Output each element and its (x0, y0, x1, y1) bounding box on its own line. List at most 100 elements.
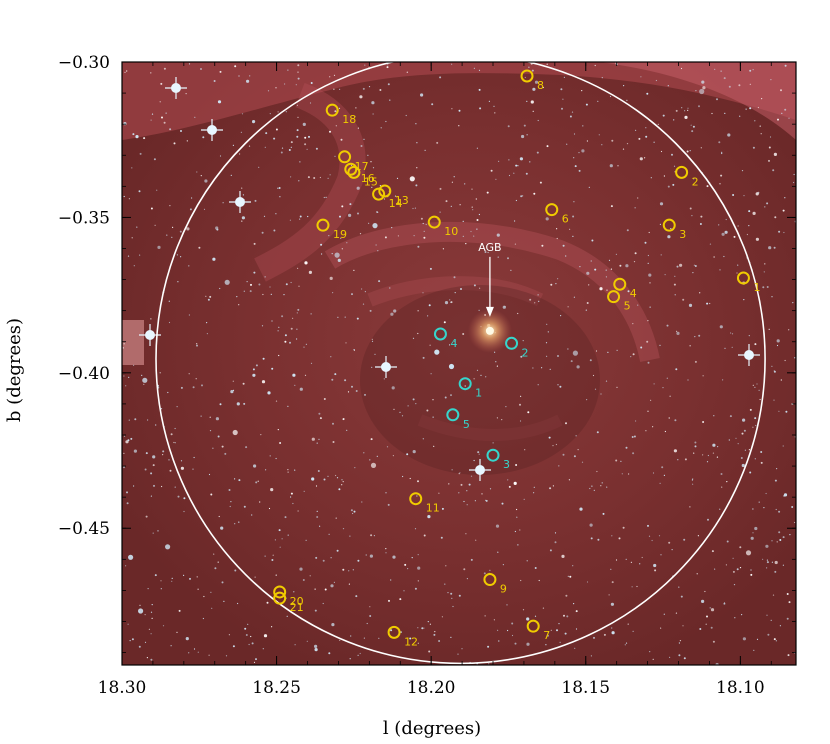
yellow-label: 13 (395, 194, 409, 207)
y-tick-label: −0.35 (58, 208, 110, 228)
yellow-label: 6 (562, 213, 569, 226)
bright-star (469, 459, 491, 481)
plot-frame (121, 61, 797, 666)
yellow-source-15: 15 (347, 165, 378, 188)
yellow-label: 3 (679, 228, 686, 241)
yellow-source-3: 3 (662, 218, 686, 241)
yellow-marker (409, 492, 423, 506)
field-circle-outline (155, 62, 766, 665)
nebula-image (122, 62, 796, 665)
yellow-source-2: 2 (675, 165, 699, 188)
x-axis: 18.30 18.25 18.20 18.15 18.10 (98, 62, 772, 698)
cyan-marker (433, 327, 447, 341)
yellow-source-21: 21 (273, 591, 304, 614)
yellow-marker (520, 69, 534, 83)
yellow-source-11: 11 (409, 492, 440, 515)
agb-star (467, 308, 512, 353)
yellow-source-5: 5 (607, 290, 631, 313)
yellow-source-19: 19 (316, 218, 347, 241)
cyan-marker (486, 448, 500, 462)
yellow-source-8: 8 (520, 69, 544, 92)
yellow-marker (347, 165, 361, 179)
x-tick-label: 18.30 (98, 678, 147, 698)
bright-star (201, 119, 223, 141)
yellow-source-18: 18 (325, 103, 356, 126)
yellow-label: 21 (290, 601, 304, 614)
y-axis: −0.30 −0.35 −0.40 −0.45 (58, 53, 796, 653)
yellow-marker (338, 150, 352, 164)
yellow-label: 9 (500, 583, 507, 596)
y-tick-label: −0.30 (58, 53, 110, 73)
yellow-label: 4 (630, 287, 637, 300)
cyan-marker (458, 377, 472, 391)
yellow-marker (325, 103, 339, 117)
yellow-source-4: 4 (613, 277, 637, 300)
yellow-marker (675, 165, 689, 179)
yellow-marker (662, 218, 676, 232)
yellow-marker (344, 162, 358, 176)
yellow-label: 18 (342, 113, 356, 126)
yellow-marker (483, 573, 497, 587)
yellow-marker (427, 215, 441, 229)
yellow-source-16: 16 (344, 162, 375, 185)
cyan-source-markers: 1 2 3 4 5 (433, 327, 529, 471)
yellow-source-17: 17 (338, 150, 369, 173)
yellow-label: 17 (355, 160, 369, 173)
cyan-source-3: 3 (486, 448, 510, 471)
cyan-label: 4 (450, 337, 457, 350)
field-circle (155, 62, 766, 665)
yellow-marker (545, 203, 559, 217)
cyan-source-1: 1 (458, 377, 482, 400)
yellow-marker (607, 290, 621, 304)
y-tick-label: −0.45 (58, 519, 110, 539)
yellow-label: 1 (753, 281, 760, 294)
y-tick-label: −0.40 (58, 364, 110, 384)
bright-star (738, 344, 760, 366)
agb-arrow-head (485, 306, 494, 317)
yellow-label: 12 (404, 635, 418, 648)
yellow-label: 7 (543, 629, 550, 642)
cyan-marker (446, 408, 460, 422)
yellow-marker (372, 187, 386, 201)
yellow-label: 14 (389, 197, 403, 210)
x-tick-label: 18.25 (252, 678, 301, 698)
yellow-label: 10 (444, 225, 458, 238)
bright-star (375, 356, 397, 378)
x-tick-label: 18.15 (561, 678, 610, 698)
cyan-source-4: 4 (433, 327, 457, 350)
agb-annotation: AGB (478, 241, 502, 317)
yellow-marker (378, 184, 392, 198)
yellow-label: 2 (692, 175, 699, 188)
yellow-source-7: 7 (526, 619, 550, 642)
yellow-label: 15 (364, 175, 378, 188)
yellow-label: 16 (361, 172, 375, 185)
yellow-label: 8 (537, 79, 544, 92)
cyan-source-2: 2 (505, 336, 529, 359)
yellow-source-12: 12 (387, 625, 418, 648)
cyan-label: 3 (503, 458, 510, 471)
yellow-marker (736, 271, 750, 285)
yellow-label: 19 (333, 228, 347, 241)
cyan-label: 1 (475, 387, 482, 400)
x-tick-label: 18.20 (407, 678, 456, 698)
x-tick-label: 18.10 (716, 678, 765, 698)
yellow-marker (387, 625, 401, 639)
yellow-marker (526, 619, 540, 633)
yellow-source-9: 9 (483, 573, 507, 596)
yellow-source-20: 20 (273, 585, 304, 608)
x-axis-title: l (degrees) (383, 718, 481, 739)
cyan-marker (505, 336, 519, 350)
yellow-source-1: 1 (736, 271, 760, 294)
yellow-source-6: 6 (545, 203, 569, 226)
cyan-source-5: 5 (446, 408, 470, 431)
yellow-marker (316, 218, 330, 232)
yellow-marker (613, 277, 627, 291)
yellow-marker (273, 591, 287, 605)
bright-star (229, 191, 251, 213)
cyan-label: 5 (463, 418, 470, 431)
yellow-source-10: 10 (427, 215, 458, 238)
cyan-label: 2 (522, 346, 529, 359)
yellow-label: 5 (624, 300, 631, 313)
yellow-source-14: 14 (372, 187, 403, 210)
